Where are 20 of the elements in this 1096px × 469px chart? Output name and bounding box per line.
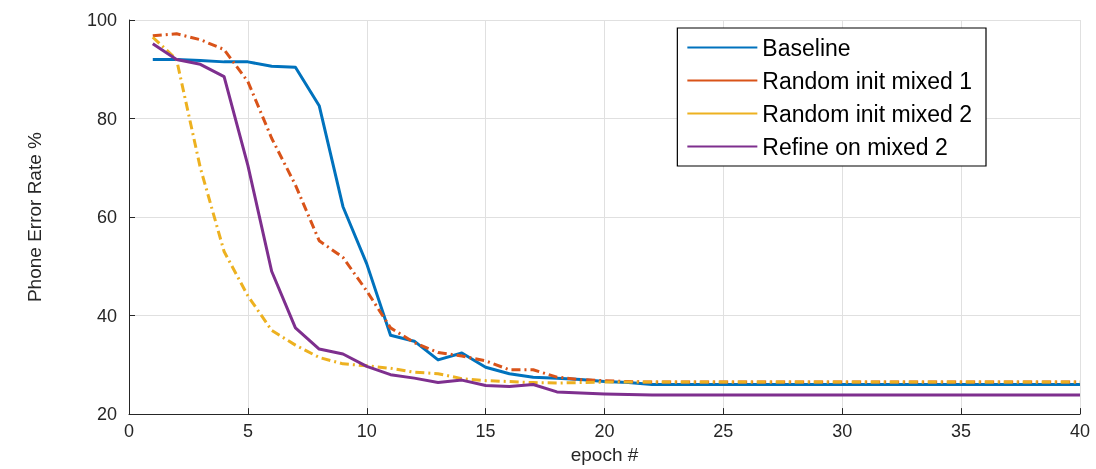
x-tick-label: 5 bbox=[242, 421, 253, 442]
x-tick-label: 25 bbox=[713, 421, 734, 442]
legend-label: Refine on mixed 2 bbox=[762, 133, 948, 160]
legend-label: Random init mixed 2 bbox=[762, 100, 973, 127]
y-tick-label: 60 bbox=[96, 207, 117, 228]
x-tick-label: 30 bbox=[832, 421, 853, 442]
x-tick-label: 15 bbox=[475, 421, 496, 442]
x-tick-label: 0 bbox=[123, 421, 135, 442]
x-tick-label: 10 bbox=[356, 421, 377, 442]
x-tick-label: 40 bbox=[1069, 421, 1091, 442]
x-tick-label: 20 bbox=[594, 421, 615, 442]
y-tick-label: 20 bbox=[96, 404, 117, 425]
y-axis-title: Phone Error Rate % bbox=[24, 131, 45, 303]
y-tick-label: 80 bbox=[96, 108, 117, 129]
x-tick-label: 35 bbox=[951, 421, 972, 442]
y-tick-label: 40 bbox=[96, 305, 117, 326]
x-axis-title: epoch # bbox=[570, 444, 639, 465]
y-tick-label: 100 bbox=[86, 10, 117, 30]
legend-label: Random init mixed 1 bbox=[762, 67, 973, 94]
legend-label: Baseline bbox=[762, 34, 851, 61]
